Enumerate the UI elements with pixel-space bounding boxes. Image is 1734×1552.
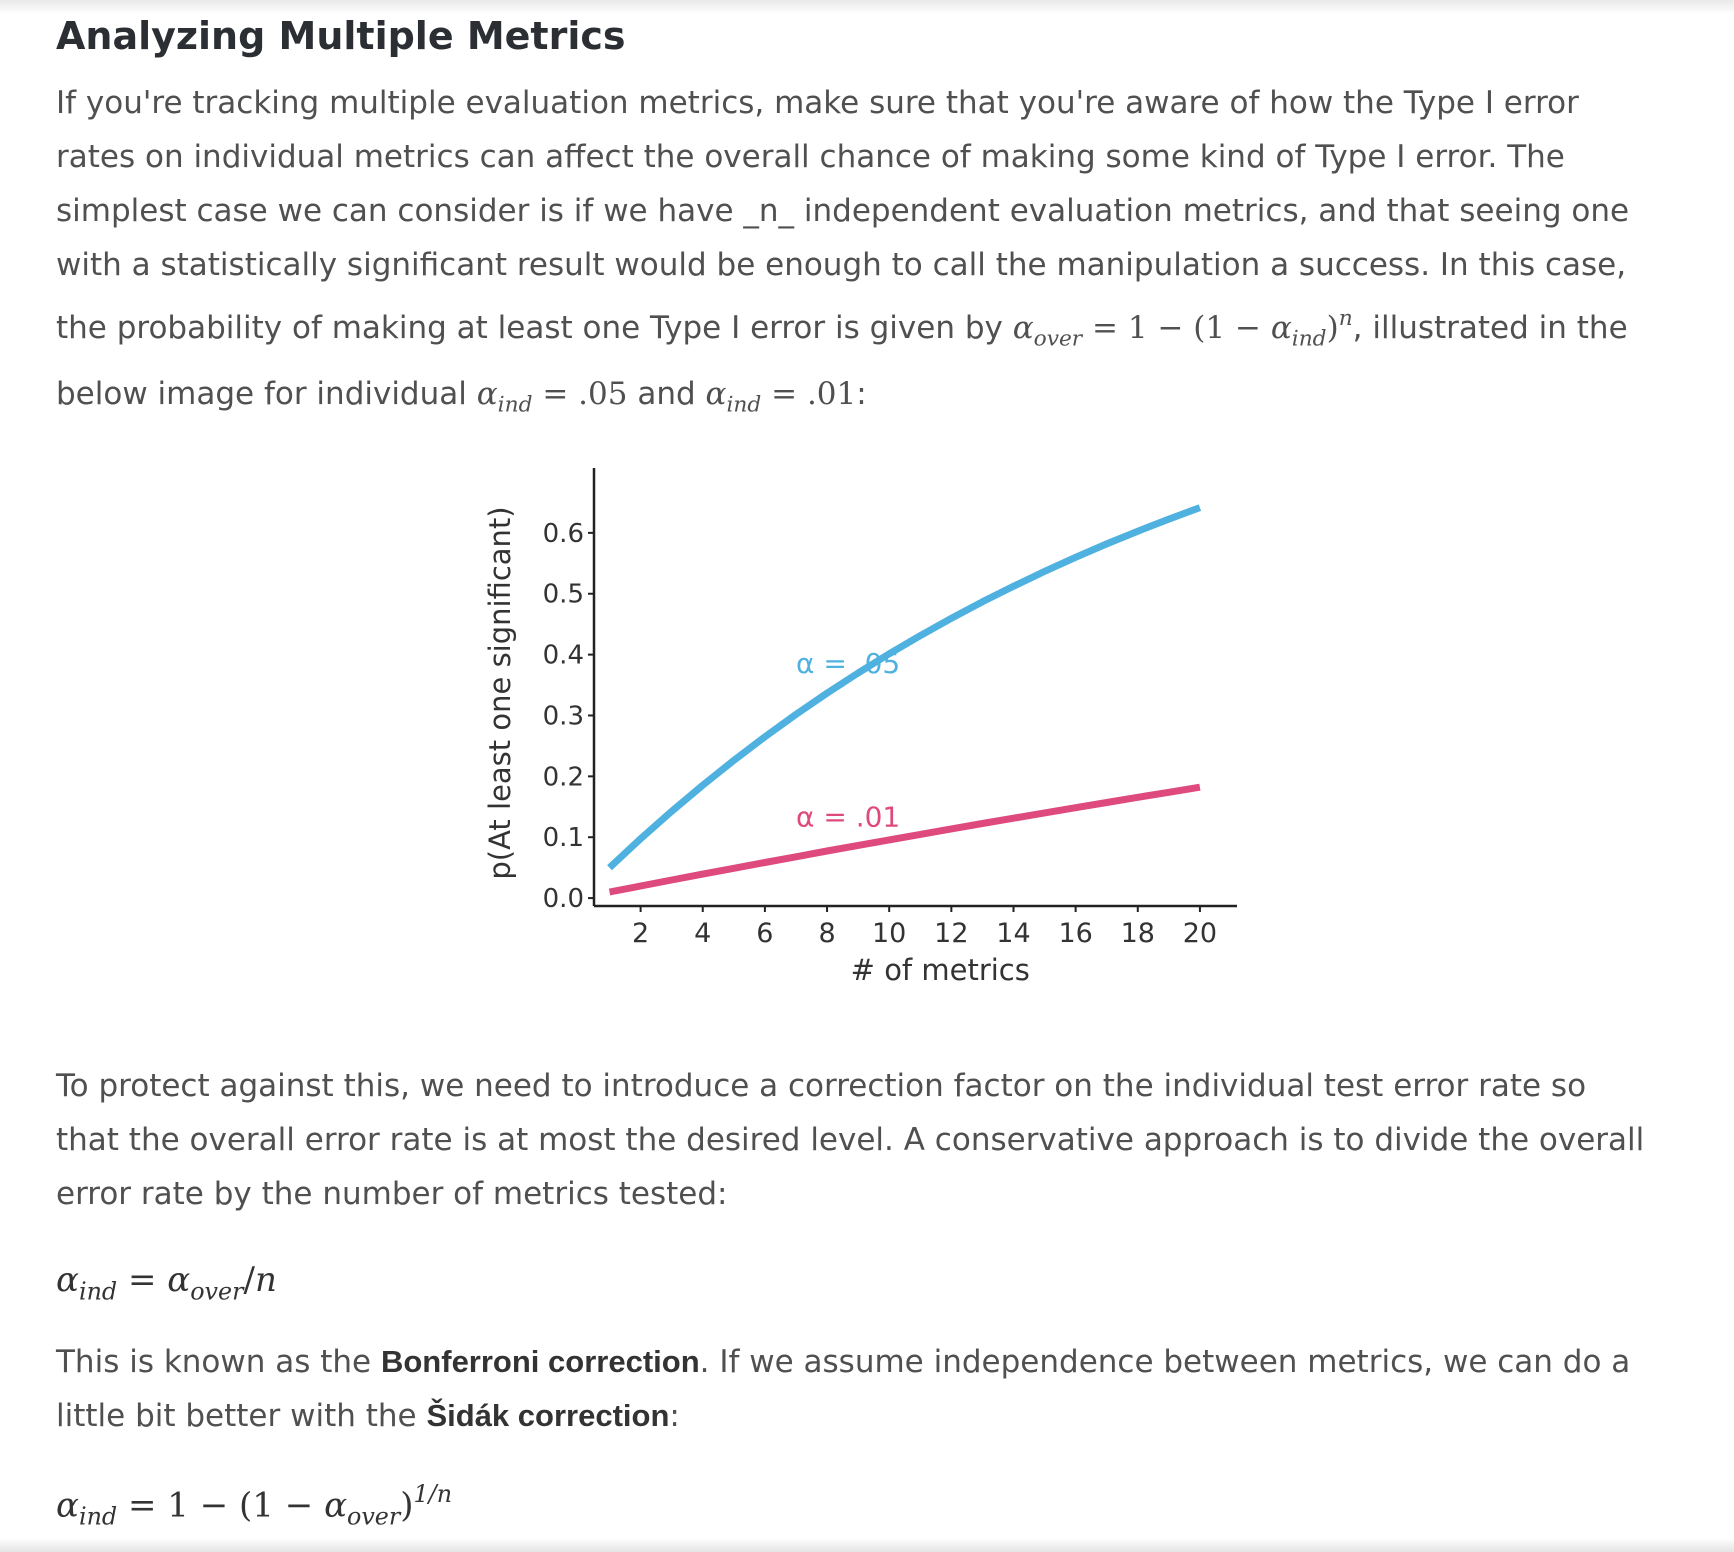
paragraph-correction: To protect against this, we need to intr… — [56, 1068, 1645, 1212]
x-tick-label: 10 — [872, 918, 906, 949]
x-tick-label: 16 — [1058, 918, 1092, 949]
series-label-alpha-05: α = .05 — [796, 647, 900, 680]
y-tick-label: 0.5 — [543, 580, 584, 610]
formula-overall-error: αover = 1 − (1 − αind)n — [1012, 306, 1353, 352]
paragraph-sidak: This is known as the Bonferroni correcti… — [56, 1344, 1631, 1434]
intro-text-3: and — [627, 375, 706, 412]
x-tick-label: 6 — [756, 918, 773, 949]
y-tick-label: 0.2 — [543, 762, 584, 792]
section-heading: Analyzing Multiple Metrics — [56, 14, 626, 58]
paragraph-intro: If you're tracking multiple evaluation m… — [56, 76, 1656, 432]
x-axis-label: # of metrics — [851, 953, 1030, 987]
intro-text-1: If you're tracking multiple evaluation m… — [56, 85, 1630, 347]
y-tick-label: 0.3 — [543, 701, 584, 731]
y-axis-label: p(At least one significant) — [483, 506, 517, 879]
x-tick-label: 18 — [1121, 918, 1155, 949]
x-tick-label: 2 — [632, 918, 649, 949]
bonferroni-term: Bonferroni correction — [380, 1344, 700, 1379]
series-label-alpha-01: α = .01 — [796, 800, 900, 833]
intro-text-2: , illustrated in the below image for ind… — [56, 310, 1628, 412]
sidak-term: Šidák correction — [426, 1398, 670, 1433]
x-tick-label: 20 — [1183, 918, 1217, 949]
y-tick-label: 0.1 — [543, 823, 584, 853]
top-shadow — [0, 0, 1734, 14]
y-tick-label: 0.4 — [543, 641, 584, 671]
sidak-formula: αind = 1 − (1 − αover)1/n — [56, 1480, 453, 1531]
formula-alpha-05: αind = .05 — [476, 375, 628, 418]
bottom-shadow — [0, 1538, 1734, 1552]
x-tick-label: 14 — [996, 918, 1030, 949]
y-tick-label: 0.6 — [543, 519, 584, 549]
y-tick-label: 0.0 — [543, 884, 584, 914]
x-tick-label: 8 — [818, 918, 835, 949]
series-line-alpha-01 — [608, 783, 1201, 896]
x-tick-label: 4 — [694, 918, 711, 949]
formula-alpha-01: αind = .01 — [705, 375, 857, 418]
x-tick-label: 12 — [934, 918, 968, 949]
error-rate-chart: 0.0 0.1 0.2 0.3 0.4 0.5 0.6 2 4 6 8 10 12 14 16 18 20 # o… — [483, 468, 1237, 987]
series-line-alpha-05 — [607, 504, 1202, 871]
intro-text-4: : — [856, 375, 867, 412]
bonferroni-formula: αind = αover/n — [56, 1260, 277, 1306]
